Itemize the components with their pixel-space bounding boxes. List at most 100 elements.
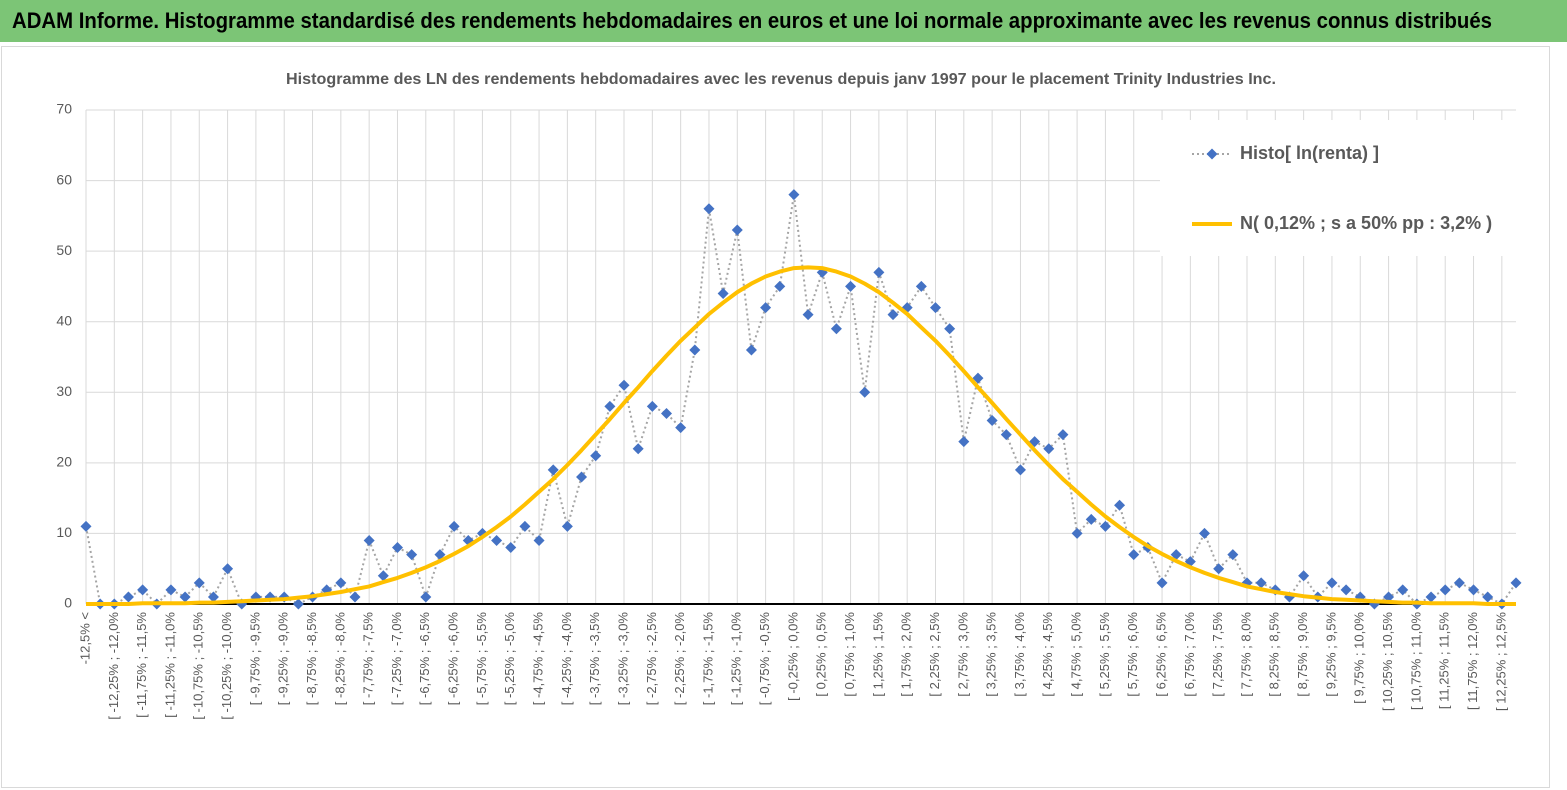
x-tick-label: [ 5,75% ; 6,0%: [1125, 612, 1140, 697]
data-point: [1439, 584, 1451, 596]
x-tick-label: -12,5% <: [77, 612, 92, 664]
data-point: [1156, 577, 1168, 589]
x-tick-label: [ 6,25% ; 6,5%: [1153, 612, 1168, 697]
x-tick-label: [ 0,25% ; 0,5%: [814, 612, 829, 697]
x-tick-label: [ -10,25% ; -10,0%: [219, 612, 234, 720]
x-tick-label: [ -8,25% ; -8,0%: [332, 612, 347, 706]
x-tick-label: [ 5,25% ; 5,5%: [1097, 612, 1112, 697]
x-tick-label: [ 0,75% ; 1,0%: [842, 612, 857, 697]
data-point: [1383, 591, 1395, 603]
data-point: [1453, 577, 1465, 589]
data-point: [972, 372, 984, 384]
x-tick-label: [ 1,75% ; 2,0%: [899, 612, 914, 697]
data-point: [335, 577, 347, 589]
data-point: [448, 520, 460, 532]
x-tick-label: [ -10,75% ; -10,5%: [191, 612, 206, 720]
data-point: [1057, 429, 1069, 441]
data-point: [1298, 570, 1310, 582]
x-tick-label: [ 9,75% ; 10,0%: [1352, 612, 1367, 704]
x-tick-label: [ -9,75% ; -9,5%: [247, 612, 262, 706]
data-point: [1000, 429, 1012, 441]
data-point: [887, 309, 899, 321]
data-point: [1014, 464, 1026, 476]
data-point: [377, 570, 389, 582]
x-tick-label: [ -1,75% ; -1,5%: [700, 612, 715, 706]
data-point: [915, 280, 927, 292]
chart-title: Histogramme des LN des rendements hebdom…: [286, 71, 1276, 88]
x-tick-label: [ 4,25% ; 4,5%: [1040, 612, 1055, 697]
data-point: [547, 464, 559, 476]
data-point: [1170, 549, 1182, 561]
x-tick-label: [ -7,75% ; -7,5%: [361, 612, 376, 706]
data-point: [207, 591, 219, 603]
data-point: [420, 591, 432, 603]
x-tick-label: [ -6,75% ; -6,5%: [417, 612, 432, 706]
x-tick-label: [ -7,25% ; -7,0%: [389, 612, 404, 706]
data-point: [944, 323, 956, 335]
x-tick-label: [ -2,75% ; -2,5%: [644, 612, 659, 706]
data-point: [165, 584, 177, 596]
data-point: [1397, 584, 1409, 596]
data-point: [391, 542, 403, 554]
y-tick-label: 70: [56, 101, 72, 117]
data-point: [745, 344, 757, 356]
data-point: [1468, 584, 1480, 596]
x-tick-label: [ -2,25% ; -2,0%: [672, 612, 687, 706]
data-point: [802, 309, 814, 321]
data-point: [958, 436, 970, 448]
x-tick-label: [ 4,75% ; 5,0%: [1069, 612, 1084, 697]
data-point: [830, 323, 842, 335]
data-point: [1043, 443, 1055, 455]
data-point: [1255, 577, 1267, 589]
x-tick-label: [ -3,25% ; -3,0%: [615, 612, 630, 706]
data-point: [675, 422, 687, 434]
data-point: [760, 302, 772, 314]
x-tick-label: [ 1,25% ; 1,5%: [870, 612, 885, 697]
x-tick-label: [ 6,75% ; 7,0%: [1182, 612, 1197, 697]
y-tick-label: 60: [56, 171, 72, 187]
data-point: [1128, 549, 1140, 561]
y-tick-label: 10: [56, 524, 72, 540]
data-point: [491, 534, 503, 546]
data-point: [519, 520, 531, 532]
data-point: [122, 591, 134, 603]
series-line: [85, 193, 1517, 605]
data-point: [986, 415, 998, 427]
data-point: [1213, 563, 1225, 575]
data-point: [618, 379, 630, 391]
legend-label: N( 0,12% ; s a 50% pp : 3,2% ): [1240, 213, 1492, 233]
y-tick-label: 40: [56, 312, 72, 328]
data-point: [590, 450, 602, 462]
x-tick-label: [ 8,25% ; 8,5%: [1267, 612, 1282, 697]
x-tick-label: [ 7,25% ; 7,5%: [1210, 612, 1225, 697]
data-point: [1099, 520, 1111, 532]
y-tick-label: 30: [56, 383, 72, 399]
x-tick-label: [ -5,75% ; -5,5%: [474, 612, 489, 706]
data-point: [788, 189, 800, 201]
data-point: [1510, 577, 1522, 589]
data-point: [689, 344, 701, 356]
data-point: [434, 549, 446, 561]
legend-label: Histo[ ln(renta) ]: [1240, 143, 1379, 163]
x-tick-label: [ 7,75% ; 8,0%: [1238, 612, 1253, 697]
data-point: [604, 400, 616, 412]
x-tick-label: [ -0,25% ; 0,0%: [785, 612, 800, 701]
x-tick-label: [ -12,25% ; -12,0%: [106, 612, 121, 720]
data-point: [193, 577, 205, 589]
data-point: [632, 443, 644, 455]
x-tick-label: [ -8,75% ; -8,5%: [304, 612, 319, 706]
data-point: [137, 584, 149, 596]
data-point: [1114, 499, 1126, 511]
data-point: [1227, 549, 1239, 561]
data-point: [930, 302, 942, 314]
data-point: [80, 520, 92, 532]
data-point: [1482, 591, 1494, 603]
x-tick-label: [ 2,75% ; 3,0%: [955, 612, 970, 697]
x-tick-label: [ 2,25% ; 2,5%: [927, 612, 942, 697]
data-point: [349, 591, 361, 603]
data-point: [576, 471, 588, 483]
data-point: [179, 591, 191, 603]
chart-frame: [1, 46, 1550, 788]
x-tick-label: [ -4,75% ; -4,5%: [531, 612, 546, 706]
